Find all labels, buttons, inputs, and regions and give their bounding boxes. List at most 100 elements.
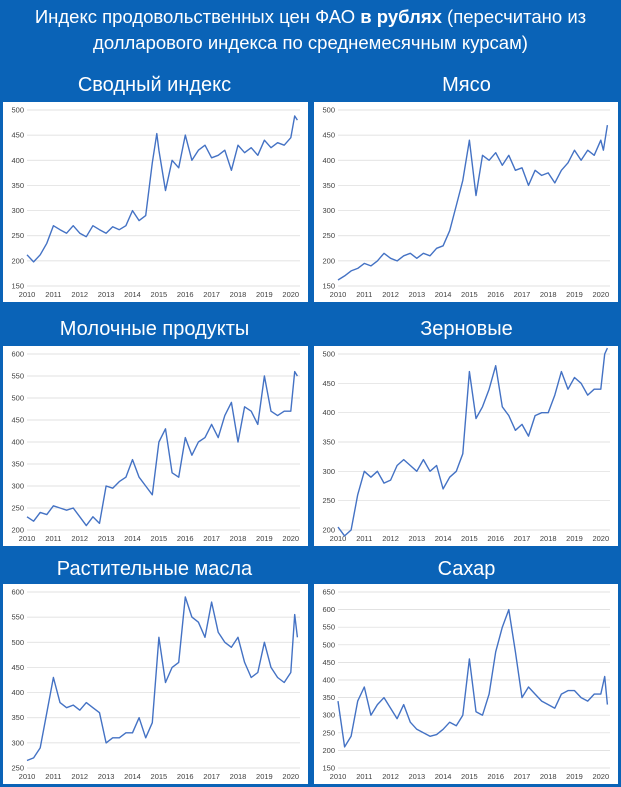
x-tick-label: 2010 bbox=[330, 772, 347, 781]
y-tick-label: 350 bbox=[322, 693, 335, 702]
x-tick-label: 2014 bbox=[435, 290, 452, 299]
x-tick-label: 2020 bbox=[592, 290, 609, 299]
series-line bbox=[337, 124, 609, 281]
x-tick-label: 2018 bbox=[230, 534, 247, 543]
x-tick-label: 2011 bbox=[45, 290, 61, 299]
x-tick-label: 2018 bbox=[230, 290, 247, 299]
x-tick-label: 2017 bbox=[203, 290, 220, 299]
chart-title-sugar: Сахар bbox=[437, 558, 496, 580]
x-tick-label: 2014 bbox=[435, 534, 452, 543]
y-tick-label: 400 bbox=[322, 676, 335, 685]
x-tick-label: 2010 bbox=[19, 290, 36, 299]
y-tick-label: 400 bbox=[11, 688, 24, 697]
y-tick-label: 300 bbox=[322, 467, 335, 476]
chart-title-dairy: Молочные продукты bbox=[59, 318, 250, 340]
chart-svg-sugar: 150 200 250 300 350 400 450 500 550 600 650 2010 201… bbox=[322, 588, 610, 781]
y-tick-label: 350 bbox=[322, 438, 335, 447]
y-tick-label: 200 bbox=[322, 256, 335, 265]
y-tick-label: 650 bbox=[322, 588, 335, 597]
y-tick-label: 150 bbox=[11, 282, 24, 291]
x-tick-label: 2015 bbox=[461, 772, 478, 781]
x-tick-label: 2013 bbox=[408, 534, 425, 543]
x-tick-label: 2011 bbox=[356, 534, 372, 543]
header-suffix-text: (пересчитано из bbox=[441, 6, 587, 27]
x-tick-label: 2017 bbox=[203, 772, 220, 781]
chart-composite: 150 200 250 300 350 400 450 500 2010 2011 2012 2013… bbox=[3, 102, 308, 302]
x-tick-label: 2015 bbox=[151, 290, 168, 299]
chart-dairy: 200 250 300 350 400 450 500 550 600 2010 2011 2012 2… bbox=[3, 346, 308, 546]
x-tick-label: 2019 bbox=[566, 290, 583, 299]
y-tick-label: 550 bbox=[11, 613, 24, 622]
x-tick-label: 2013 bbox=[408, 772, 425, 781]
chart-title-composite: Сводный индекс bbox=[77, 74, 232, 96]
y-tick-label: 600 bbox=[11, 350, 24, 359]
y-tick-label: 200 bbox=[11, 256, 24, 265]
y-tick-label: 300 bbox=[11, 738, 24, 747]
series-line bbox=[26, 370, 298, 527]
x-tick-label: 2016 bbox=[177, 772, 194, 781]
x-tick-label: 2016 bbox=[487, 772, 504, 781]
y-tick-label: 300 bbox=[322, 206, 335, 215]
chart-svg-oils: 250 300 350 400 450 500 550 600 2010 2011 2012 2013… bbox=[11, 588, 300, 781]
x-tick-label: 2020 bbox=[592, 772, 609, 781]
y-tick-label: 400 bbox=[322, 408, 335, 417]
x-tick-label: 2013 bbox=[98, 534, 115, 543]
chart-svg-meat: 150 200 250 300 350 400 450 500 2010 2011 2012 2013… bbox=[322, 106, 610, 299]
x-tick-label: 2012 bbox=[71, 290, 88, 299]
chart-title-oils: Растительные масла bbox=[56, 558, 253, 580]
x-tick-label: 2019 bbox=[256, 290, 273, 299]
y-tick-label: 450 bbox=[11, 131, 24, 140]
y-tick-label: 300 bbox=[11, 482, 24, 491]
x-tick-label: 2019 bbox=[256, 534, 273, 543]
x-tick-label: 2020 bbox=[282, 772, 299, 781]
y-tick-label: 200 bbox=[11, 526, 24, 535]
y-tick-label: 300 bbox=[11, 206, 24, 215]
x-tick-label: 2016 bbox=[177, 534, 194, 543]
chart-title-cereals: Зерновые bbox=[420, 318, 513, 340]
x-tick-label: 2015 bbox=[461, 290, 478, 299]
x-tick-label: 2013 bbox=[98, 290, 115, 299]
y-tick-label: 550 bbox=[11, 372, 24, 381]
x-tick-label: 2018 bbox=[230, 772, 247, 781]
x-tick-label: 2013 bbox=[408, 290, 425, 299]
y-tick-label: 400 bbox=[11, 156, 24, 165]
x-tick-label: 2019 bbox=[566, 772, 583, 781]
series-line bbox=[26, 115, 298, 263]
chart-cereals: 200 250 300 350 400 450 500 2010 2011 2012 2013 201… bbox=[314, 346, 618, 546]
x-tick-label: 2010 bbox=[19, 772, 36, 781]
y-tick-label: 500 bbox=[322, 640, 335, 649]
x-tick-label: 2012 bbox=[71, 772, 88, 781]
x-tick-label: 2018 bbox=[540, 290, 557, 299]
header-line-2: долларового индекса по среднемесячным ку… bbox=[93, 32, 528, 53]
chart-title-meat: Мясо bbox=[442, 74, 491, 96]
y-tick-label: 500 bbox=[322, 106, 335, 115]
series-line bbox=[26, 596, 299, 762]
x-tick-label: 2016 bbox=[487, 534, 504, 543]
x-tick-label: 2010 bbox=[330, 534, 347, 543]
y-tick-label: 250 bbox=[11, 504, 24, 513]
y-tick-label: 350 bbox=[11, 181, 24, 190]
x-tick-label: 2019 bbox=[256, 772, 273, 781]
y-tick-label: 400 bbox=[322, 156, 335, 165]
x-tick-label: 2010 bbox=[330, 290, 347, 299]
y-tick-label: 250 bbox=[11, 764, 24, 773]
y-tick-label: 350 bbox=[322, 181, 335, 190]
x-tick-label: 2011 bbox=[45, 534, 61, 543]
x-tick-label: 2017 bbox=[514, 772, 531, 781]
header-text: Индекс продовольственных цен ФАО bbox=[34, 6, 361, 27]
x-tick-label: 2013 bbox=[98, 772, 115, 781]
chart-svg-cereals: 200 250 300 350 400 450 500 2010 2011 2012 2013 201… bbox=[322, 347, 610, 543]
y-tick-label: 500 bbox=[11, 394, 24, 403]
x-tick-label: 2015 bbox=[461, 534, 478, 543]
x-tick-label: 2017 bbox=[514, 290, 531, 299]
x-tick-label: 2018 bbox=[540, 772, 557, 781]
chart-meat: 150 200 250 300 350 400 450 500 2010 2011 2012 2013… bbox=[314, 102, 618, 302]
x-tick-label: 2011 bbox=[356, 290, 372, 299]
y-tick-label: 300 bbox=[322, 711, 335, 720]
x-tick-label: 2012 bbox=[382, 534, 399, 543]
x-tick-label: 2012 bbox=[71, 534, 88, 543]
y-tick-label: 250 bbox=[11, 231, 24, 240]
x-tick-label: 2014 bbox=[124, 290, 141, 299]
y-tick-label: 450 bbox=[322, 658, 335, 667]
page-header: Индекс продовольственных цен ФАО в рубля… bbox=[0, 0, 621, 62]
